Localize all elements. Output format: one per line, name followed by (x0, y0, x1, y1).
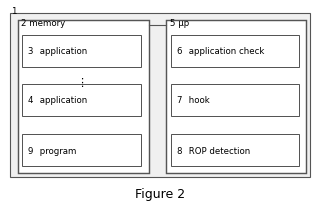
Text: program: program (37, 146, 76, 155)
Text: 9: 9 (27, 146, 33, 155)
Text: 3: 3 (27, 47, 33, 56)
FancyBboxPatch shape (22, 36, 141, 67)
FancyBboxPatch shape (22, 135, 141, 166)
FancyBboxPatch shape (171, 135, 299, 166)
Text: 8: 8 (176, 146, 181, 155)
FancyBboxPatch shape (22, 85, 141, 116)
Text: ⋮: ⋮ (76, 78, 87, 88)
Text: application: application (37, 47, 87, 56)
Text: 1: 1 (11, 7, 17, 16)
Text: 4: 4 (27, 96, 33, 105)
Text: 6: 6 (176, 47, 181, 56)
FancyBboxPatch shape (171, 85, 299, 116)
FancyBboxPatch shape (166, 20, 306, 173)
FancyBboxPatch shape (18, 20, 149, 173)
Text: application check: application check (186, 47, 264, 56)
Text: Figure 2: Figure 2 (135, 187, 185, 200)
Text: application: application (37, 96, 87, 105)
FancyBboxPatch shape (10, 14, 310, 177)
Text: 5 μp: 5 μp (170, 19, 189, 28)
Text: 7: 7 (176, 96, 181, 105)
Text: 2 memory: 2 memory (21, 19, 65, 28)
Text: ROP detection: ROP detection (186, 146, 250, 155)
Text: hook: hook (186, 96, 209, 105)
FancyBboxPatch shape (171, 36, 299, 67)
